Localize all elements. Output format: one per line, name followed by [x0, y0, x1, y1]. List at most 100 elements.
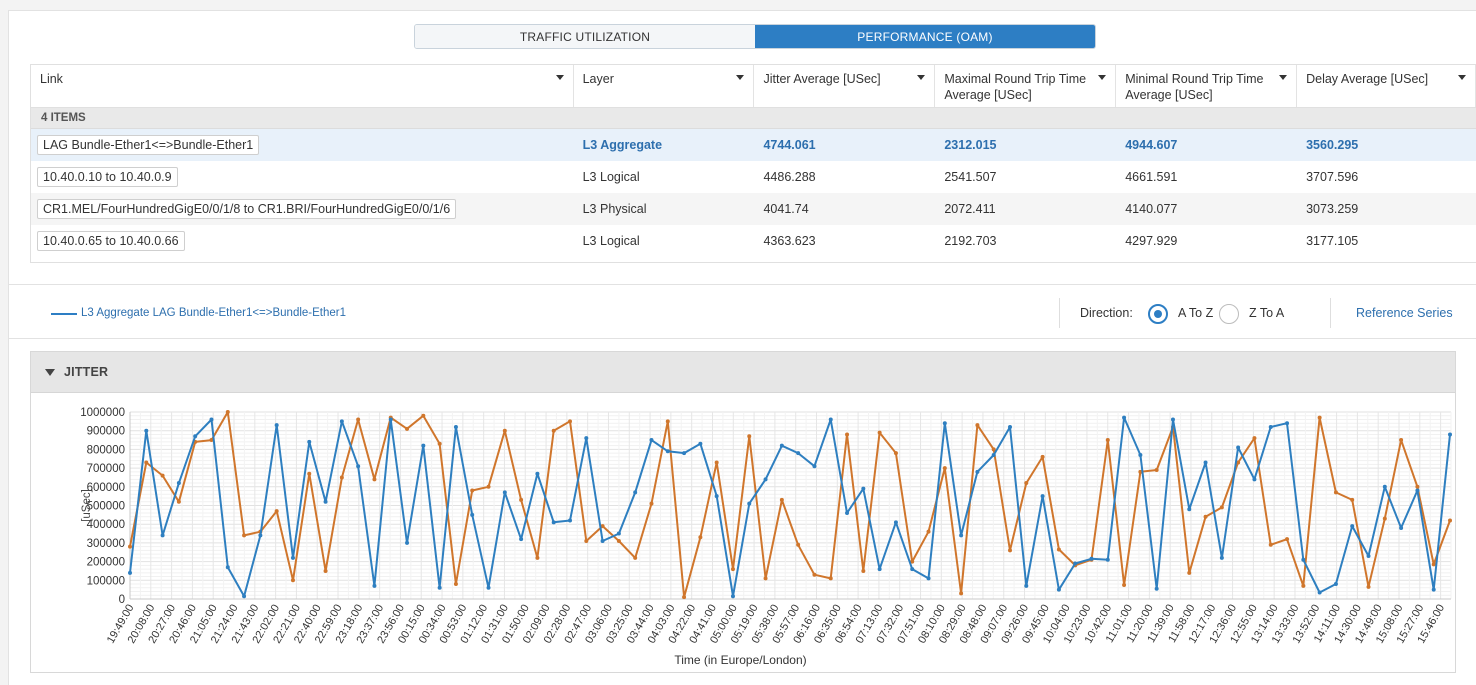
data-point [388, 417, 393, 422]
data-point [812, 464, 817, 469]
data-point [584, 539, 589, 544]
legend-label[interactable]: L3 Aggregate LAG Bundle-Ether1<=>Bundle-… [81, 307, 347, 319]
column-header-jitter[interactable]: Jitter Average [USec] [754, 65, 936, 107]
legend-swatch [51, 313, 77, 315]
data-point [828, 417, 833, 422]
data-point [975, 423, 980, 428]
data-point [991, 447, 996, 452]
data-point [779, 497, 784, 502]
data-point [796, 542, 801, 547]
data-point [698, 535, 703, 540]
data-point [128, 544, 132, 549]
column-header-min-rtt[interactable]: Minimal Round Trip Time Average [USec] [1116, 65, 1298, 107]
cell-layer: L3 Logical [582, 234, 640, 248]
data-point [1448, 518, 1452, 523]
data-point [209, 417, 214, 422]
column-header-delay[interactable]: Delay Average [USec] [1297, 65, 1476, 107]
data-point [893, 451, 898, 456]
data-point [242, 533, 247, 538]
data-point [1008, 424, 1012, 429]
data-point [470, 488, 475, 493]
cell-min-rtt: 4944.607 [1125, 138, 1178, 152]
tab-performance-oam[interactable]: PERFORMANCE (OAM) [755, 25, 1095, 48]
data-point [959, 591, 964, 596]
y-tick-label: 400000 [87, 519, 125, 531]
cell-max-rtt: 2072.411 [944, 202, 996, 216]
link-chip[interactable]: 10.40.0.10 to 10.40.0.9 [37, 167, 178, 187]
data-point [910, 567, 915, 572]
data-point [486, 484, 491, 489]
y-tick-label: 500000 [87, 501, 125, 513]
cell-link: LAG Bundle-Ether1<=>Bundle-Ether1 [31, 135, 574, 155]
data-point [1382, 484, 1387, 489]
view-tabs: TRAFFIC UTILIZATION PERFORMANCE (OAM) [414, 24, 1096, 49]
data-point [1431, 562, 1436, 567]
data-point [1040, 494, 1045, 499]
data-point [730, 567, 735, 572]
cell-delay: 3560.295 [1306, 138, 1359, 152]
data-point [649, 501, 654, 506]
link-chip[interactable]: LAG Bundle-Ether1<=>Bundle-Ether1 [37, 135, 260, 155]
data-point [877, 567, 882, 572]
data-point [1317, 415, 1322, 420]
table-row[interactable]: 10.40.0.65 to 10.40.0.66 L3 Logical 4363… [31, 225, 1476, 257]
radio-a-to-z[interactable] [1148, 304, 1168, 324]
column-header-link[interactable]: Link [31, 65, 574, 107]
table-row[interactable]: CR1.MEL/FourHundredGigE0/0/1/8 to CR1.BR… [31, 193, 1476, 225]
column-header-layer[interactable]: Layer [574, 65, 755, 107]
column-header-label: Layer [582, 72, 614, 86]
link-chip[interactable]: 10.40.0.65 to 10.40.0.66 [37, 231, 185, 251]
cell-max-rtt: 2192.703 [944, 234, 997, 248]
sort-caret-icon[interactable] [555, 75, 564, 80]
data-point [486, 585, 491, 590]
column-header-max-rtt[interactable]: Maximal Round Trip Time Average [USec] [935, 65, 1117, 107]
collapse-triangle-icon[interactable] [45, 368, 55, 376]
data-point [421, 443, 426, 448]
data-point [910, 559, 915, 564]
data-point [225, 565, 230, 570]
table-row[interactable]: 10.40.0.10 to 10.40.0.9 L3 Logical 4486.… [31, 161, 1476, 193]
reference-series-link[interactable]: Reference Series [1356, 306, 1453, 320]
data-point [747, 501, 752, 506]
section-divider [9, 338, 1476, 339]
data-point [1219, 555, 1224, 560]
data-point [877, 430, 882, 435]
table-row[interactable]: LAG Bundle-Ether1<=>Bundle-Ether1 L3 Agg… [31, 129, 1476, 161]
data-point [193, 434, 198, 439]
sort-caret-icon[interactable] [1457, 75, 1466, 80]
cell-delay: 3073.259 [1306, 202, 1359, 216]
data-point [323, 568, 328, 573]
data-point [1138, 453, 1143, 458]
cell-link: 10.40.0.10 to 10.40.0.9 [31, 167, 574, 187]
sort-caret-icon[interactable] [736, 75, 745, 80]
link-chip[interactable]: CR1.MEL/FourHundredGigE0/0/1/8 to CR1.BR… [37, 199, 457, 219]
jitter-panel-header[interactable]: JITTER [31, 352, 1455, 393]
data-point [763, 576, 768, 581]
tab-traffic-utilization[interactable]: TRAFFIC UTILIZATION [415, 25, 755, 48]
data-point [1122, 415, 1127, 420]
sort-caret-icon[interactable] [1098, 75, 1107, 80]
x-axis-title: Time (in Europe/London) [674, 653, 806, 667]
y-tick-label: 600000 [87, 482, 125, 494]
radio-a-to-z-label[interactable]: A To Z [1178, 306, 1214, 320]
section-divider [9, 284, 1476, 285]
y-tick-label: 0 [119, 594, 125, 606]
data-point [144, 460, 149, 465]
radio-z-to-a-label[interactable]: Z To A [1249, 306, 1285, 320]
data-point [470, 512, 475, 517]
data-point [1350, 524, 1355, 529]
y-tick-label: 700000 [87, 463, 125, 475]
data-point [356, 464, 361, 469]
data-point [665, 449, 670, 454]
cell-min-rtt: 4297.929 [1125, 234, 1178, 248]
data-point [290, 555, 295, 560]
data-point [600, 524, 605, 529]
data-point [1024, 481, 1029, 486]
sort-caret-icon[interactable] [1279, 75, 1288, 80]
sort-caret-icon[interactable] [917, 75, 926, 80]
data-point [339, 475, 344, 480]
data-point [1040, 454, 1045, 459]
data-point [1448, 432, 1452, 437]
radio-z-to-a[interactable] [1219, 304, 1239, 324]
data-point [649, 438, 654, 443]
